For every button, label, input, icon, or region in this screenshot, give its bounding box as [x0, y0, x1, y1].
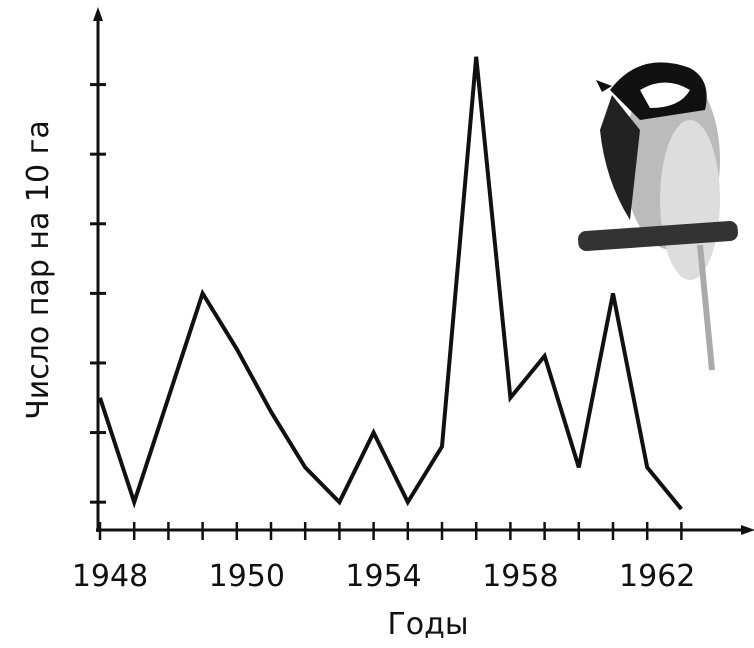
bird-illustration — [577, 62, 738, 370]
page: {"chart_data": {"type": "line", "y_label… — [0, 0, 754, 644]
x-axis-title: Годы — [387, 607, 468, 642]
x-tick-label: 1954 — [345, 559, 421, 594]
y-axis-title: Число пар на 10 га — [21, 120, 56, 420]
x-tick-label: 1948 — [72, 559, 148, 594]
x-tick-label: 1962 — [619, 559, 695, 594]
x-tick-label: 1950 — [209, 559, 285, 594]
x-tick-label: 1958 — [482, 559, 558, 594]
chart: Число пар на 10 га Годы 1948 1950 1954 1958… — [0, 0, 754, 644]
data-line — [100, 57, 681, 509]
